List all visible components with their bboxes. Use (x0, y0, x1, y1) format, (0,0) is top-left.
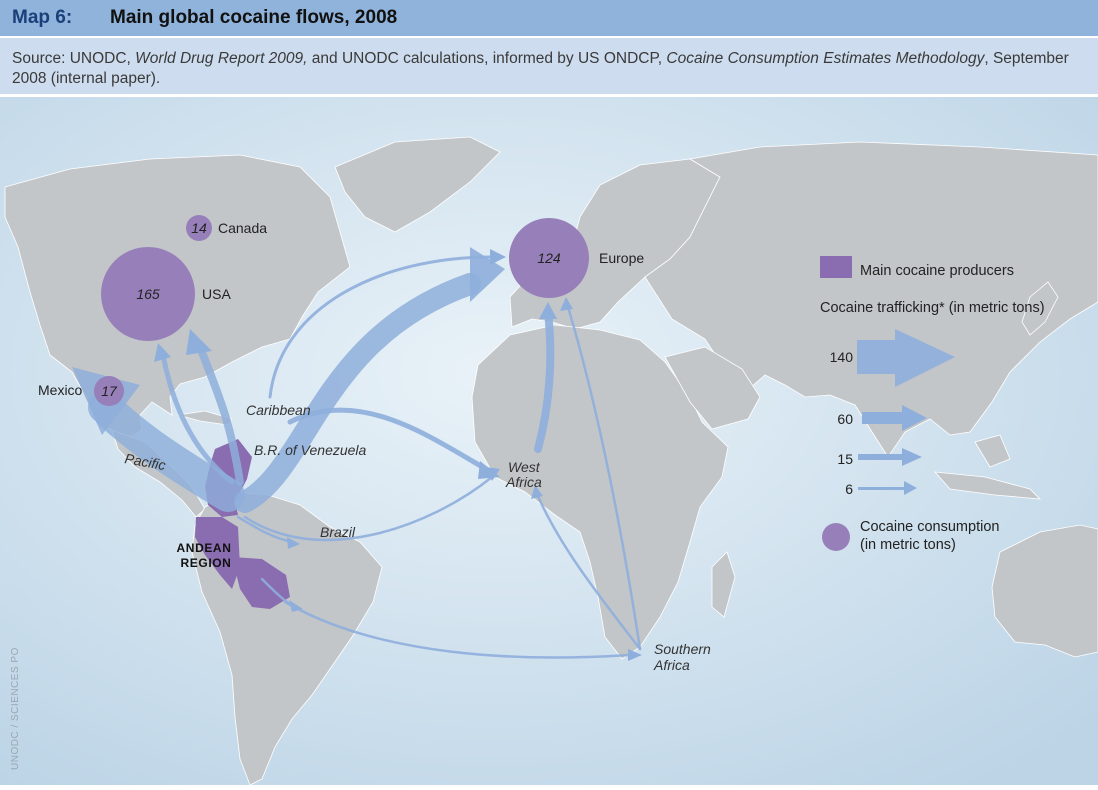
label-southern-africa-2: Africa (653, 657, 690, 673)
flow-westafrica-europe (534, 308, 555, 453)
legend-arrow-60-shaft (862, 412, 902, 424)
value-canada: 14 (191, 220, 207, 236)
map-credit: UNODC / SCIENCES PO (10, 647, 21, 770)
flow-arc-europe (268, 255, 494, 399)
peru (195, 517, 240, 589)
arrowhead-brazil-westafrica (486, 467, 500, 481)
label-venezuela: B.R. of Venezuela (254, 442, 367, 458)
africa (471, 324, 729, 660)
source-prefix: Source: UNODC, (12, 50, 136, 67)
flow-southernafrica-westafrica (535, 492, 642, 651)
legend-scale-6: 6 (845, 481, 853, 497)
map-header: Map 6: Main global cocaine flows, 2008 (0, 0, 1098, 36)
consumption-circle-usa (101, 247, 195, 341)
consumption-values: 165 124 17 14 (101, 220, 561, 399)
andean-region-label: ANDEAN REGION (177, 541, 232, 570)
consumption-circle-europe (509, 218, 589, 298)
flow-brazil-westafrica (243, 475, 494, 542)
route-labels: Pacific Caribbean B.R. of Venezuela Braz… (123, 402, 711, 673)
map-area: 165 124 17 14 USA Europe Mexico Canada P… (0, 97, 1098, 786)
label-usa: USA (202, 286, 231, 302)
legend-arrow-15-head (902, 448, 922, 466)
arrowhead-caribbean-usa (186, 329, 212, 355)
source-text: Source: UNODC, World Drug Report 2009, a… (12, 49, 1072, 89)
label-west-africa-2: Africa (505, 474, 542, 490)
legend-arrow-6-shaft (858, 487, 904, 490)
map-number: Map 6: (12, 7, 73, 28)
map-title: Main global cocaine flows, 2008 (110, 7, 398, 28)
legend-arrow-140-head (895, 329, 955, 387)
consumption-circles (94, 215, 589, 406)
source-middle: and UNODC calculations, informed by US O… (307, 50, 667, 67)
andean-producers (195, 439, 290, 609)
legend-scale-140: 140 (830, 349, 854, 365)
value-mexico: 17 (101, 383, 118, 399)
arrowhead-cuba-usa (154, 343, 171, 362)
arrowhead-sa-europe (560, 297, 573, 311)
legend-producers: Main cocaine producers (860, 263, 1014, 279)
legend-producer-swatch (820, 256, 852, 278)
arrowhead-sa-westafrica (531, 485, 543, 499)
consumption-circle-mexico (94, 376, 124, 406)
arrowhead-westafrica-europe (539, 302, 557, 319)
flow-cuba-usa (160, 352, 235, 485)
bolivia (232, 557, 290, 609)
value-usa: 165 (136, 286, 160, 302)
arrowhead-brazil (287, 537, 300, 549)
asia (644, 141, 1098, 458)
label-pacific: Pacific (123, 450, 166, 473)
legend-arrow-60-head (902, 405, 927, 431)
australia (991, 524, 1098, 658)
flow-southernafrica-europe (566, 305, 642, 651)
arabia (664, 346, 761, 430)
land (4, 136, 1098, 786)
legend-trafficking-title: Cocaine trafficking* (in metric tons) (820, 300, 1045, 316)
legend-consumption-1: Cocaine consumption (860, 519, 999, 535)
arrowhead-bolivia-coast (289, 600, 303, 612)
label-canada: Canada (218, 220, 267, 236)
label-brazil: Brazil (320, 524, 356, 540)
country-labels: USA Europe Mexico Canada (38, 220, 644, 398)
trafficking-flows (88, 255, 642, 659)
label-europe: Europe (599, 250, 644, 266)
consumption-circle-canada (186, 215, 212, 241)
flow-caribbean-usa (196, 343, 244, 486)
legend-arrow-15-shaft (858, 454, 902, 460)
madagascar (711, 551, 736, 618)
flow-caribbean-europe (234, 273, 481, 513)
label-west-africa-1: West (508, 459, 541, 475)
legend-scale-labels: 140 60 15 6 (830, 349, 854, 497)
andean-line-1: ANDEAN (177, 541, 232, 555)
flow-andes-usa (88, 390, 245, 512)
legend: Main cocaine producers Cocaine trafficki… (820, 256, 1045, 553)
andean-line-2: REGION (181, 556, 232, 570)
value-europe: 124 (537, 250, 561, 266)
legend-consumption-2: (in metric tons) (860, 537, 956, 553)
legend-arrows (857, 329, 955, 495)
world-map: 165 124 17 14 USA Europe Mexico Canada P… (0, 97, 1098, 786)
flow-andes-brazil (236, 515, 294, 544)
flow-venezuela-westafrica (287, 407, 489, 472)
source-report: World Drug Report 2009, (135, 50, 308, 67)
greenland (334, 136, 501, 233)
indonesia (934, 471, 1042, 500)
legend-scale-60: 60 (837, 411, 853, 427)
japan (1021, 281, 1059, 336)
label-mexico: Mexico (38, 382, 83, 398)
legend-arrow-6-head (904, 481, 917, 495)
flow-bolivia-southernafrica (283, 600, 632, 659)
legend-scale-15: 15 (837, 451, 853, 467)
source-band: Source: UNODC, World Drug Report 2009, a… (0, 38, 1098, 94)
label-southern-africa-1: Southern (654, 641, 711, 657)
arrowhead-southernafrica (628, 649, 642, 661)
legend-consumption-swatch (822, 523, 850, 551)
arrowhead-europe (470, 247, 505, 302)
arrowhead-arc-europe (490, 249, 506, 265)
label-caribbean: Caribbean (246, 402, 311, 418)
borneo (974, 434, 1011, 468)
legend-arrow-140-shaft (857, 340, 895, 374)
source-suffix: , September 2008 (internal paper). (12, 50, 1069, 87)
source-paper: Cocaine Consumption Estimates Methodolog… (666, 50, 985, 67)
